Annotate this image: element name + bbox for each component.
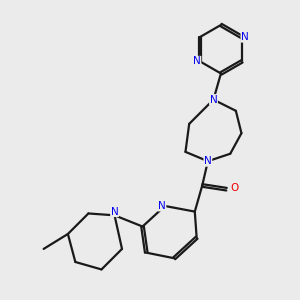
Text: N: N [158,201,166,211]
Text: N: N [210,94,217,105]
Text: N: N [204,156,212,166]
Text: N: N [111,207,119,217]
Text: N: N [241,32,249,42]
Text: O: O [231,183,239,194]
Text: N: N [193,56,201,66]
